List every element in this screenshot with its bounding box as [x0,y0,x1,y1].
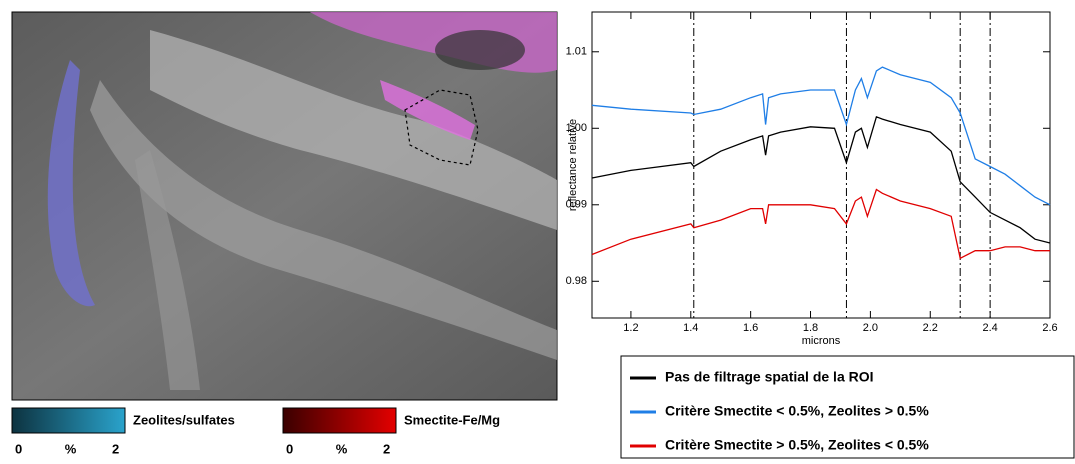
colorbar [11,407,126,434]
colorbar [282,407,397,434]
legend-box [620,355,1075,459]
series-line [591,188,1050,260]
x-tick-label: 2.4 [982,322,997,334]
y-tick-label: 1.00 [566,122,587,134]
colorbar-unit: % [336,441,348,456]
colorbar-tick: 0 [286,441,293,456]
series-line [591,115,1051,244]
spectrum-chart: microns reflectance relative 0.98 0.99 1.0… [566,11,1058,347]
x-tick-label: 2.2 [923,322,938,334]
x-tick-label: 1.6 [743,322,758,334]
colorbar-label: Smectite-Fe/Mg [404,412,500,427]
y-tick-label: 0.99 [566,199,587,211]
colorbar-tick: 2 [383,441,390,456]
colorbar-tick: 2 [112,441,119,456]
legend-label: Pas de filtrage spatial de la ROI [665,369,874,385]
colorbars: Zeolites/sulfates 0 2% Smectite-Fe/Mg 0 2% [11,407,500,456]
colorbar-tick: 0 [15,441,22,456]
series-line [591,66,1051,206]
legend-label: Critère Smectite > 0.5%, Zeolites < 0.5% [665,437,929,453]
x-tick-label: 2.0 [863,322,878,334]
colorbar-label: Zeolites/sulfates [133,412,235,427]
colorbar-unit: % [65,441,77,456]
plot-frame [591,11,1051,319]
x-tick-label: 1.4 [683,322,698,334]
x-tick-label: 1.8 [803,322,818,334]
x-tick-label: 1.2 [623,322,638,334]
x-axis-label: microns [802,335,841,347]
y-axis-label: reflectance relative [567,119,579,211]
y-tick-label: 0.98 [566,275,587,287]
map-image [11,11,558,401]
x-tick-label: 2.6 [1042,322,1057,334]
legend-label: Critère Smectite < 0.5%, Zeolites > 0.5% [665,403,929,419]
y-tick-label: 1.01 [566,46,587,58]
